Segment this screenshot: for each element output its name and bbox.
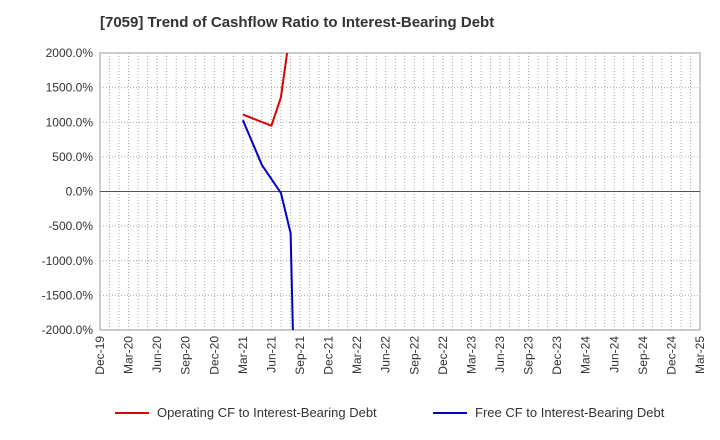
x-tick-label: Mar-20	[122, 336, 136, 374]
x-tick-label: Dec-24	[664, 336, 678, 375]
x-tick-label: Mar-23	[464, 336, 478, 374]
y-tick-label: 0.0%	[66, 185, 94, 199]
y-tick-label: 2000.0%	[46, 46, 94, 60]
x-tick-label: Jun-22	[379, 336, 393, 373]
x-tick-label: Sep-23	[522, 336, 536, 375]
legend-item-free-cf: Free CF to Interest-Bearing Debt	[433, 405, 664, 420]
legend-swatch-operating-cf	[115, 411, 149, 414]
x-tick-label: Jun-21	[264, 336, 278, 373]
y-tick-label: 1000.0%	[46, 115, 94, 129]
x-tick-label: Dec-19	[93, 336, 107, 375]
series-line-free-cf	[241, 119, 294, 330]
x-tick-label: Sep-22	[407, 336, 421, 375]
x-tick-label: Mar-25	[693, 336, 707, 374]
x-tick-label: Dec-21	[322, 336, 336, 375]
y-tick-label: -500.0%	[48, 219, 93, 233]
y-tick-label: -2000.0%	[42, 323, 94, 337]
x-tick-label: Sep-24	[636, 336, 650, 375]
chart-title: [7059] Trend of Cashflow Ratio to Intere…	[100, 14, 495, 31]
x-tick-label: Sep-20	[179, 336, 193, 375]
y-tick-label: 500.0%	[52, 150, 93, 164]
x-tick-label: Mar-24	[579, 336, 593, 374]
x-tick-label: Dec-20	[207, 336, 221, 375]
x-tick-label: Sep-21	[293, 336, 307, 375]
x-tick-label: Mar-22	[350, 336, 364, 374]
legend-label-free-cf: Free CF to Interest-Bearing Debt	[475, 405, 665, 420]
x-tick-label: Jun-24	[607, 336, 621, 373]
x-tick-label: Jun-23	[493, 336, 507, 373]
y-tick-label: -1000.0%	[42, 254, 94, 268]
y-tick-label: 1500.0%	[46, 81, 94, 95]
x-tick-label: Mar-21	[236, 336, 250, 374]
legend-label-operating-cf: Operating CF to Interest-Bearing Debt	[157, 405, 377, 420]
series-line-operating-cf	[242, 53, 289, 127]
x-tick-label: Dec-23	[550, 336, 564, 375]
x-tick-label: Jun-20	[150, 336, 164, 373]
legend-item-operating-cf: Operating CF to Interest-Bearing Debt	[115, 405, 377, 420]
legend-swatch-free-cf	[433, 411, 467, 414]
x-tick-label: Dec-22	[436, 336, 450, 375]
y-tick-label: -1500.0%	[42, 288, 94, 302]
